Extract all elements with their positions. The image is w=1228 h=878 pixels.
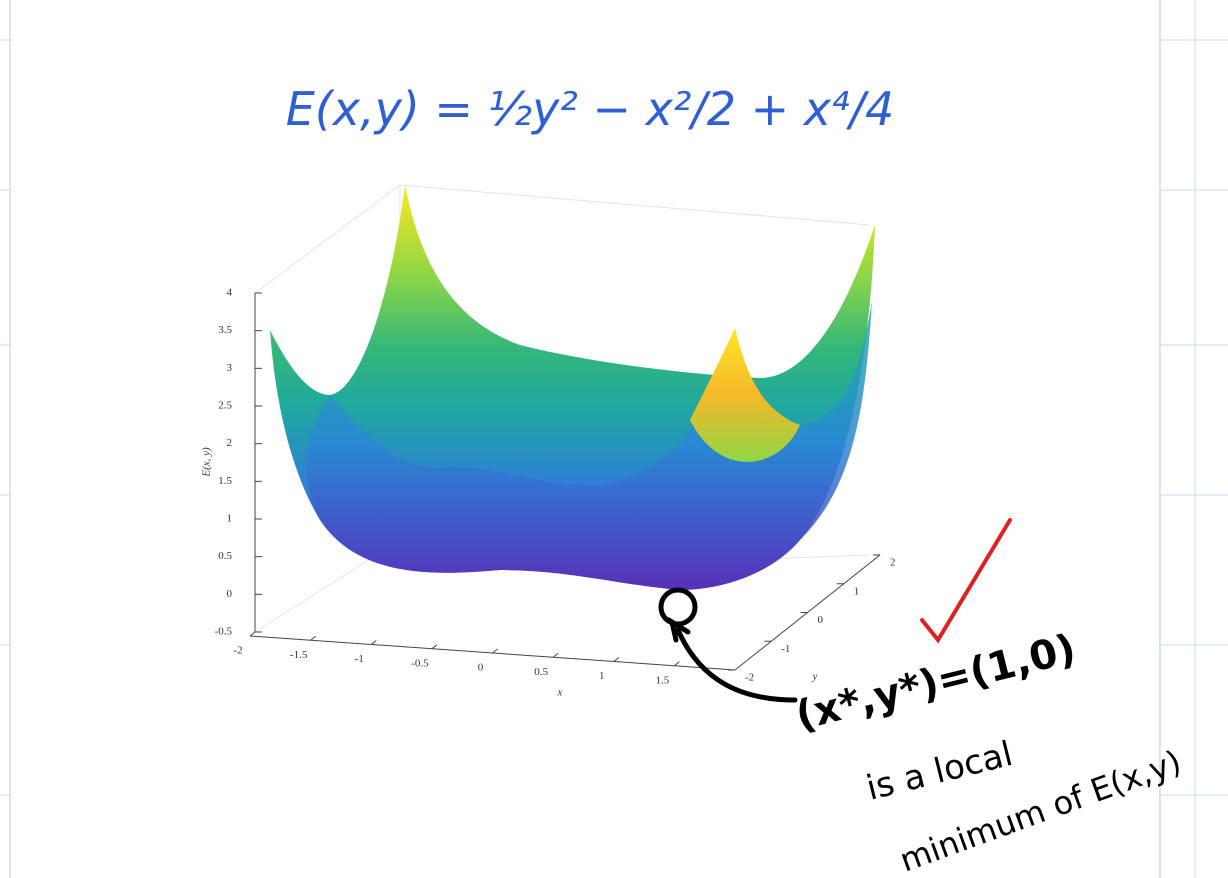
z-tick-label: 3.5	[218, 324, 232, 336]
y-tick-label: 2	[890, 557, 896, 569]
x-tick-label: 0.5	[534, 666, 548, 678]
x-tick-label: 0	[478, 662, 484, 674]
z-tick-label: 0.5	[218, 550, 232, 562]
x-tick-label: 1	[599, 670, 605, 682]
z-tick-label: 3	[227, 362, 233, 374]
x-tick-label: -2	[233, 645, 242, 657]
z-tick-label: 2.5	[218, 400, 232, 412]
y-tick-label: -2	[745, 672, 754, 684]
y-tick-label: 0	[818, 614, 824, 626]
z-tick-label: 0	[227, 588, 233, 600]
notes-page: E(x,y) = ½y² − x²/2 + x⁴/4 E(x, y) x y (…	[0, 0, 1228, 878]
y-tick-label: 1	[854, 585, 860, 597]
z-tick-label: 1.5	[218, 475, 232, 487]
z-axis-label: E(x, y)	[201, 447, 213, 478]
z-tick-label: 4	[227, 287, 233, 299]
y-axis-label: y	[812, 671, 818, 683]
x-tick-label: -1.5	[290, 649, 308, 661]
equation: E(x,y) = ½y² − x²/2 + x⁴/4	[286, 82, 895, 136]
x-axis-label: x	[557, 687, 563, 699]
x-tick-label: -1	[355, 653, 364, 665]
page: E(x,y) = ½y² − x²/2 + x⁴/4 E(x, y) x y (…	[0, 0, 1228, 878]
x-tick-label: 1.5	[656, 674, 670, 686]
z-tick-label: -0.5	[215, 626, 233, 638]
x-tick-label: -0.5	[411, 657, 429, 669]
y-tick-label: -1	[781, 643, 790, 655]
z-tick-label: 2	[227, 437, 233, 449]
z-tick-label: 1	[227, 513, 233, 525]
